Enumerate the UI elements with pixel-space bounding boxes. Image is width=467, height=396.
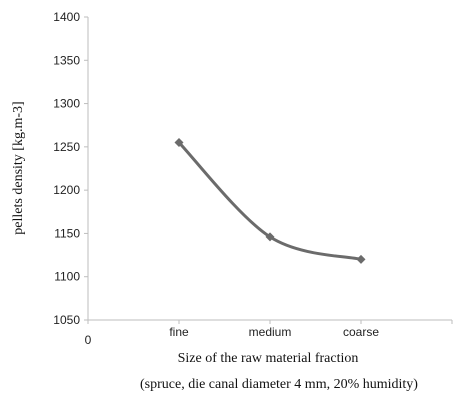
y-tick-label: 1050 bbox=[53, 313, 80, 327]
x-category-label: coarse bbox=[343, 325, 379, 339]
y-tick-label: 1250 bbox=[53, 140, 80, 154]
x-axis-categories: fine medium coarse bbox=[87, 320, 453, 339]
y-tick-label: 1100 bbox=[54, 270, 80, 284]
x-axis-title: Size of the raw material fraction bbox=[178, 351, 359, 366]
y-tick-label: 1350 bbox=[53, 53, 80, 67]
chart-subtitle: (spruce, die canal diameter 4 mm, 20% hu… bbox=[140, 377, 418, 392]
x-category-label: fine bbox=[169, 325, 189, 339]
data-point-marker bbox=[356, 254, 366, 264]
y-tick-label: 1300 bbox=[53, 97, 80, 111]
y-axis-title: pellets density [kg.m-3] bbox=[11, 101, 26, 234]
x-origin-label: 0 bbox=[85, 333, 92, 347]
y-tick-label: 1150 bbox=[54, 226, 80, 240]
x-category-label: medium bbox=[249, 325, 292, 339]
y-tick-label: 1200 bbox=[53, 183, 80, 197]
y-axis-ticks: 1050 1100 1150 1200 1250 1300 1350 1400 bbox=[53, 10, 88, 327]
series-markers bbox=[174, 138, 366, 264]
y-tick-label: 1400 bbox=[53, 10, 80, 24]
series-line bbox=[177, 141, 363, 261]
data-point-marker bbox=[174, 138, 184, 148]
data-point-marker bbox=[265, 232, 275, 242]
